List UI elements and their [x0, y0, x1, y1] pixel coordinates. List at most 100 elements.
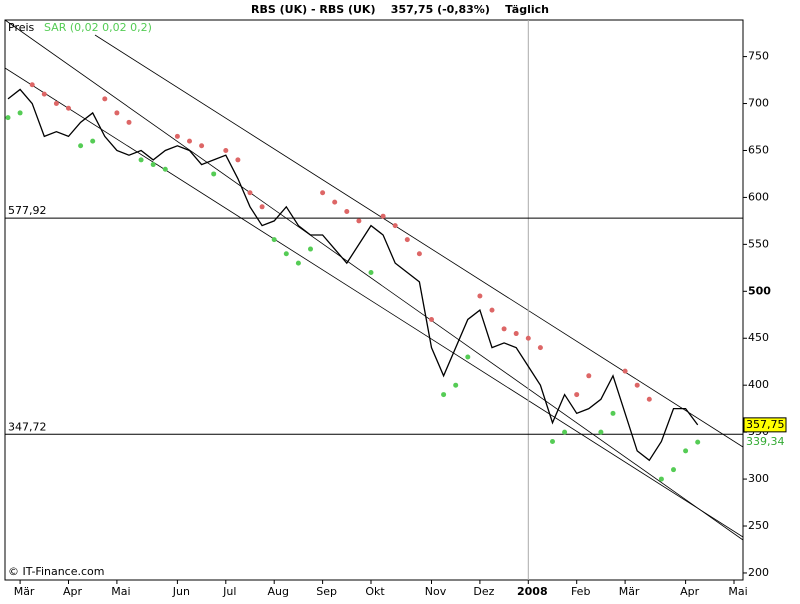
sar-dot — [332, 199, 338, 205]
x-tick-label: Aug — [267, 585, 288, 598]
sar-dot — [658, 476, 664, 482]
x-tick-label: Mär — [14, 585, 35, 598]
sar-dot — [295, 260, 301, 266]
sar-dot — [271, 237, 277, 243]
sar-dot — [150, 162, 156, 168]
sar-dot — [344, 209, 350, 215]
sar-dot — [114, 110, 120, 116]
sar-dot — [574, 392, 580, 398]
level-label: 347,72 — [8, 420, 47, 433]
last-value-label: 339,34 — [746, 435, 785, 448]
x-tick-label: Okt — [365, 585, 385, 598]
trend-channel — [4, 67, 744, 538]
sar-dot — [174, 133, 180, 139]
y-tick-label: 450 — [748, 331, 769, 344]
sar-dot — [416, 251, 422, 257]
x-tick-label: Mai — [111, 585, 130, 598]
last-value-box — [743, 417, 787, 433]
sar-dot — [259, 204, 265, 210]
y-tick-label: 750 — [748, 50, 769, 63]
sar-dot — [162, 166, 168, 172]
sar-dot — [683, 448, 689, 454]
sar-dot — [199, 143, 205, 149]
y-tick-label: 600 — [748, 190, 769, 203]
y-tick-label: 400 — [748, 378, 769, 391]
sar-dot — [489, 307, 495, 313]
sar-dot — [634, 382, 640, 388]
sar-dot — [477, 293, 483, 299]
sar-dot — [537, 345, 543, 351]
sar-dot — [610, 410, 616, 416]
sar-dot — [308, 246, 313, 252]
sar-dot — [126, 119, 132, 125]
sar-dot — [453, 382, 459, 388]
x-tick-label: Sep — [316, 585, 337, 598]
sar-dot — [429, 316, 434, 322]
y-tick-label: 700 — [748, 97, 769, 110]
x-tick-label: Apr — [680, 585, 700, 598]
sar-dot — [283, 251, 289, 257]
sar-dot — [550, 439, 555, 445]
y-tick-label: 550 — [748, 237, 769, 250]
x-tick-label: 2008 — [517, 585, 548, 598]
sar-dot — [53, 101, 59, 107]
sar-dot — [465, 354, 471, 360]
sar-dot — [90, 138, 96, 144]
sar-dot — [671, 467, 676, 473]
sar-dot — [41, 91, 47, 97]
sar-dot — [5, 115, 11, 121]
x-tick-label: Nov — [425, 585, 447, 598]
sar-dot — [235, 157, 241, 163]
sar-dot — [501, 326, 507, 332]
y-tick-label: 250 — [748, 519, 769, 532]
sar-dot — [320, 190, 326, 196]
chart-title: RBS (UK) - RBS (UK) 357,75 (-0,83%) Tägl… — [251, 3, 549, 16]
sar-dot — [622, 368, 628, 374]
y-tick-label: 500 — [748, 284, 771, 297]
sar-dot — [404, 237, 410, 243]
sar-dot — [187, 138, 192, 144]
trend-channel — [4, 19, 744, 541]
sar-dot — [368, 270, 374, 276]
trend-channel — [94, 34, 744, 448]
x-tick-label: Feb — [571, 585, 590, 598]
sar-dot — [29, 82, 35, 88]
level-label: 577,92 — [8, 204, 47, 217]
footer: © IT-Finance.com — [8, 565, 105, 578]
sar-dot — [513, 331, 519, 337]
x-tick-label: Mai — [728, 585, 747, 598]
sar-dot — [138, 157, 144, 163]
sar-dot — [380, 213, 386, 219]
sar-dot — [247, 190, 253, 196]
sar-dot — [646, 396, 652, 402]
sar-dot — [66, 105, 71, 111]
sar-dot — [78, 143, 84, 149]
plot-frame — [4, 19, 744, 581]
legend-price: Preis — [8, 21, 35, 34]
legend-sar: SAR (0,02 0,02 0,2) — [44, 21, 152, 34]
last-value-box — [744, 435, 786, 450]
sar-dot — [562, 429, 568, 435]
sar-dot — [525, 335, 531, 341]
x-tick-label: Jul — [222, 585, 236, 598]
sar-dot — [356, 218, 362, 224]
x-tick-label: Dez — [473, 585, 494, 598]
y-tick-label: 650 — [748, 143, 769, 156]
last-value-label: 357,75 — [746, 418, 785, 431]
sar-dot — [17, 110, 23, 116]
sar-dot — [586, 373, 592, 379]
x-tick-label: Apr — [63, 585, 83, 598]
sar-dot — [211, 171, 217, 177]
sar-dot — [102, 96, 108, 102]
x-tick-label: Mär — [619, 585, 640, 598]
sar-dot — [598, 429, 604, 435]
sar-dot — [392, 223, 398, 229]
sar-dot — [223, 147, 229, 153]
x-tick-label: Jun — [172, 585, 190, 598]
y-tick-label: 200 — [748, 566, 769, 579]
price-line — [7, 88, 699, 462]
y-tick-label: 300 — [748, 472, 769, 485]
sar-dot — [695, 439, 701, 445]
sar-dot — [441, 392, 447, 398]
